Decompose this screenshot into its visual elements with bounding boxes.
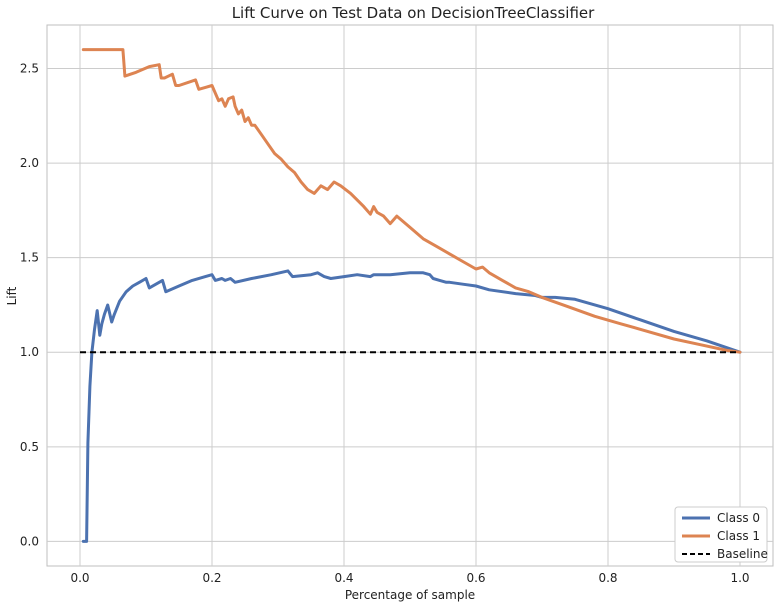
series-line-class-0 [81,269,742,543]
y-tick-label: 1.0 [20,345,39,359]
x-tick-label: 0.8 [598,571,617,585]
legend-box [674,506,768,563]
x-tick-label: 0.0 [70,571,89,585]
legend-label-class-1: Class 1 [717,529,760,543]
chart-title: Lift Curve on Test Data on DecisionTreeC… [232,4,595,22]
y-tick-label: 0.0 [20,534,39,548]
x-tick-label: 0.4 [334,571,353,585]
x-tick-label: 0.6 [466,571,485,585]
plot-area [46,24,774,567]
x-tick-label: 1.0 [730,571,749,585]
y-tick-label: 2.0 [20,156,39,170]
legend-label-baseline: Baseline [717,547,768,561]
x-tick-labels: 0.0 0.2 0.4 0.6 0.8 1.0 [70,571,749,585]
plot-frame [46,24,774,567]
legend-label-class-0: Class 0 [717,511,760,525]
y-tick-label: 1.5 [20,251,39,265]
y-tick-label: 2.5 [20,62,39,76]
series-group [80,48,742,543]
grid [47,25,773,566]
legend: Class 0 Class 1 Baseline [674,506,768,563]
series-line-class-1 [81,48,742,354]
y-tick-labels: 0.0 0.5 1.0 1.5 2.0 2.5 [20,62,39,549]
x-tick-label: 0.2 [202,571,221,585]
y-tick-label: 0.5 [20,440,39,454]
y-axis-label: Lift [5,286,19,305]
x-axis-label: Percentage of sample [345,588,475,602]
